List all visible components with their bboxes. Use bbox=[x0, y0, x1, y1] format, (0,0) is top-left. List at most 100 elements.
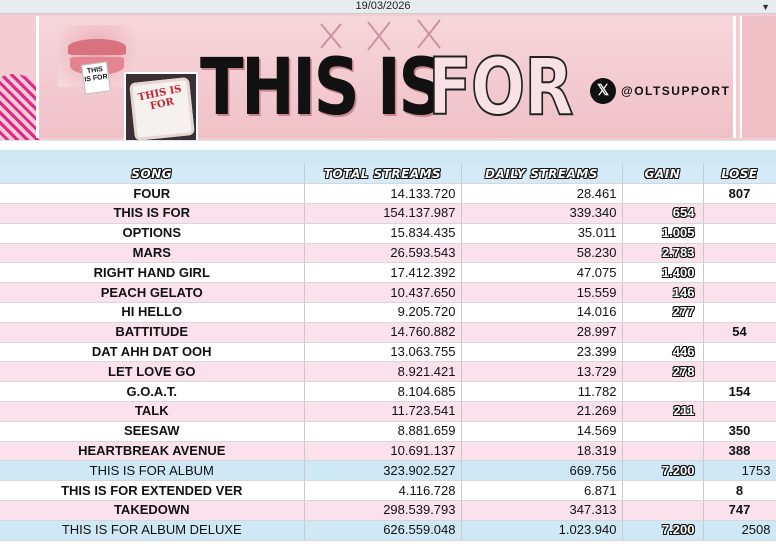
gain-cell[interactable]: 654 bbox=[622, 203, 704, 224]
song-cell[interactable]: THIS IS FOR EXTENDED VER bbox=[0, 480, 305, 502]
song-cell[interactable]: BATTITUDE bbox=[0, 322, 305, 343]
lose-cell[interactable]: 154 bbox=[703, 381, 776, 403]
total-streams-cell[interactable]: 9.205.720 bbox=[304, 302, 462, 323]
header-song[interactable]: SONG bbox=[0, 164, 305, 185]
lose-cell[interactable]: 8 bbox=[703, 480, 776, 502]
song-cell[interactable]: MARS bbox=[0, 243, 305, 264]
song-cell[interactable]: HI HELLO bbox=[0, 302, 305, 323]
header-daily-streams[interactable]: DAILY STREAMS bbox=[461, 164, 623, 185]
gain-cell[interactable]: 1.400 bbox=[622, 262, 704, 284]
song-cell[interactable]: RIGHT HAND GIRL bbox=[0, 262, 305, 284]
daily-streams-cell[interactable]: 14.016 bbox=[461, 302, 623, 323]
banner-title-outline: FOR bbox=[427, 42, 574, 134]
total-streams-cell[interactable]: 26.593.543 bbox=[304, 243, 462, 264]
song-cell[interactable]: FOUR bbox=[0, 183, 305, 205]
song-cell[interactable]: HEARTBREAK AVENUE bbox=[0, 441, 305, 462]
daily-streams-cell[interactable]: 1.023.940 bbox=[461, 520, 623, 541]
total-streams-cell[interactable]: 11.723.541 bbox=[304, 401, 462, 422]
lose-cell[interactable] bbox=[703, 282, 776, 304]
daily-streams-cell[interactable]: 13.729 bbox=[461, 361, 623, 383]
daily-streams-cell[interactable]: 23.399 bbox=[461, 342, 623, 363]
total-streams-cell[interactable]: 4.116.728 bbox=[304, 480, 462, 502]
total-streams-cell[interactable]: 17.412.392 bbox=[304, 262, 462, 284]
total-streams-cell[interactable]: 14.133.720 bbox=[304, 183, 462, 205]
date-bar[interactable]: 19/03/2026 ▼ bbox=[0, 0, 776, 14]
total-streams-cell[interactable]: 8.881.659 bbox=[304, 421, 462, 442]
daily-streams-cell[interactable]: 11.782 bbox=[461, 381, 623, 403]
song-cell[interactable]: THIS IS FOR ALBUM DELUXE bbox=[0, 520, 305, 541]
lose-cell[interactable] bbox=[703, 223, 776, 244]
song-cell[interactable]: G.O.A.T. bbox=[0, 381, 305, 403]
header-gain[interactable]: GAIN bbox=[622, 164, 704, 185]
daily-streams-cell[interactable]: 6.871 bbox=[461, 480, 623, 502]
total-streams-cell[interactable]: 15.834.435 bbox=[304, 223, 462, 244]
daily-streams-cell[interactable]: 18.319 bbox=[461, 441, 623, 462]
lose-cell[interactable]: 350 bbox=[703, 421, 776, 442]
total-streams-cell[interactable]: 10.691.137 bbox=[304, 441, 462, 462]
song-cell[interactable]: DAT AHH DAT OOH bbox=[0, 342, 305, 363]
daily-streams-cell[interactable]: 28.997 bbox=[461, 322, 623, 343]
lose-cell[interactable] bbox=[703, 342, 776, 363]
gain-cell[interactable] bbox=[622, 441, 704, 462]
total-streams-cell[interactable]: 8.921.421 bbox=[304, 361, 462, 383]
lose-cell[interactable] bbox=[703, 262, 776, 284]
daily-streams-cell[interactable]: 339.340 bbox=[461, 203, 623, 224]
gain-cell[interactable] bbox=[622, 421, 704, 442]
lose-cell[interactable] bbox=[703, 401, 776, 422]
lose-cell[interactable] bbox=[703, 302, 776, 323]
lose-cell[interactable]: 2508 bbox=[703, 520, 776, 541]
total-streams-cell[interactable]: 154.137.987 bbox=[304, 203, 462, 224]
gain-cell[interactable]: 446 bbox=[622, 342, 704, 363]
song-cell[interactable]: TAKEDOWN bbox=[0, 500, 305, 521]
song-cell[interactable]: SEESAW bbox=[0, 421, 305, 442]
daily-streams-cell[interactable]: 14.569 bbox=[461, 421, 623, 442]
banner-right-strip bbox=[740, 16, 776, 138]
lose-cell[interactable] bbox=[703, 243, 776, 264]
header-lose[interactable]: LOSE bbox=[703, 164, 776, 185]
total-streams-cell[interactable]: 14.760.882 bbox=[304, 322, 462, 343]
gain-cell[interactable]: 278 bbox=[622, 361, 704, 383]
daily-streams-cell[interactable]: 47.075 bbox=[461, 262, 623, 284]
gain-cell[interactable] bbox=[622, 381, 704, 403]
lose-cell[interactable]: 747 bbox=[703, 500, 776, 521]
daily-streams-cell[interactable]: 58.230 bbox=[461, 243, 623, 264]
daily-streams-cell[interactable]: 347.313 bbox=[461, 500, 623, 521]
gain-cell[interactable] bbox=[622, 500, 704, 521]
total-streams-cell[interactable]: 323.902.527 bbox=[304, 460, 462, 482]
gain-cell[interactable]: 1.005 bbox=[622, 223, 704, 244]
song-cell[interactable]: THIS IS FOR bbox=[0, 203, 305, 224]
daily-streams-cell[interactable]: 21.269 bbox=[461, 401, 623, 422]
gain-cell[interactable]: 2.783 bbox=[622, 243, 704, 264]
total-streams-cell[interactable]: 626.559.048 bbox=[304, 520, 462, 541]
lose-cell[interactable]: 807 bbox=[703, 183, 776, 205]
lose-cell[interactable]: 54 bbox=[703, 322, 776, 343]
daily-streams-cell[interactable]: 15.559 bbox=[461, 282, 623, 304]
daily-streams-cell[interactable]: 28.461 bbox=[461, 183, 623, 205]
gain-cell[interactable] bbox=[622, 322, 704, 343]
daily-streams-cell[interactable]: 669.756 bbox=[461, 460, 623, 482]
song-cell[interactable]: THIS IS FOR ALBUM bbox=[0, 460, 305, 482]
gain-cell[interactable]: 146 bbox=[622, 282, 704, 304]
gain-cell[interactable]: 277 bbox=[622, 302, 704, 323]
lose-cell[interactable] bbox=[703, 361, 776, 383]
table-row: THIS IS FOR EXTENDED VER 4.116.728 6.871 8 bbox=[0, 480, 776, 502]
chevron-down-icon[interactable]: ▼ bbox=[761, 2, 770, 12]
lose-cell[interactable] bbox=[703, 203, 776, 224]
total-streams-cell[interactable]: 298.539.793 bbox=[304, 500, 462, 521]
song-cell[interactable]: OPTIONS bbox=[0, 223, 305, 244]
gain-cell[interactable]: 211 bbox=[622, 401, 704, 422]
gain-cell[interactable]: 7.200 bbox=[622, 520, 704, 541]
daily-streams-cell[interactable]: 35.011 bbox=[461, 223, 623, 244]
gain-cell[interactable] bbox=[622, 480, 704, 502]
gain-cell[interactable] bbox=[622, 183, 704, 205]
song-cell[interactable]: TALK bbox=[0, 401, 305, 422]
song-cell[interactable]: LET LOVE GO bbox=[0, 361, 305, 383]
song-cell[interactable]: PEACH GELATO bbox=[0, 282, 305, 304]
lose-cell[interactable]: 388 bbox=[703, 441, 776, 462]
total-streams-cell[interactable]: 8.104.685 bbox=[304, 381, 462, 403]
lose-cell[interactable]: 1753 bbox=[703, 460, 776, 482]
total-streams-cell[interactable]: 10.437.650 bbox=[304, 282, 462, 304]
gain-cell[interactable]: 7.200 bbox=[622, 460, 704, 482]
header-total-streams[interactable]: TOTAL STREAMS bbox=[304, 164, 462, 185]
total-streams-cell[interactable]: 13.063.755 bbox=[304, 342, 462, 363]
